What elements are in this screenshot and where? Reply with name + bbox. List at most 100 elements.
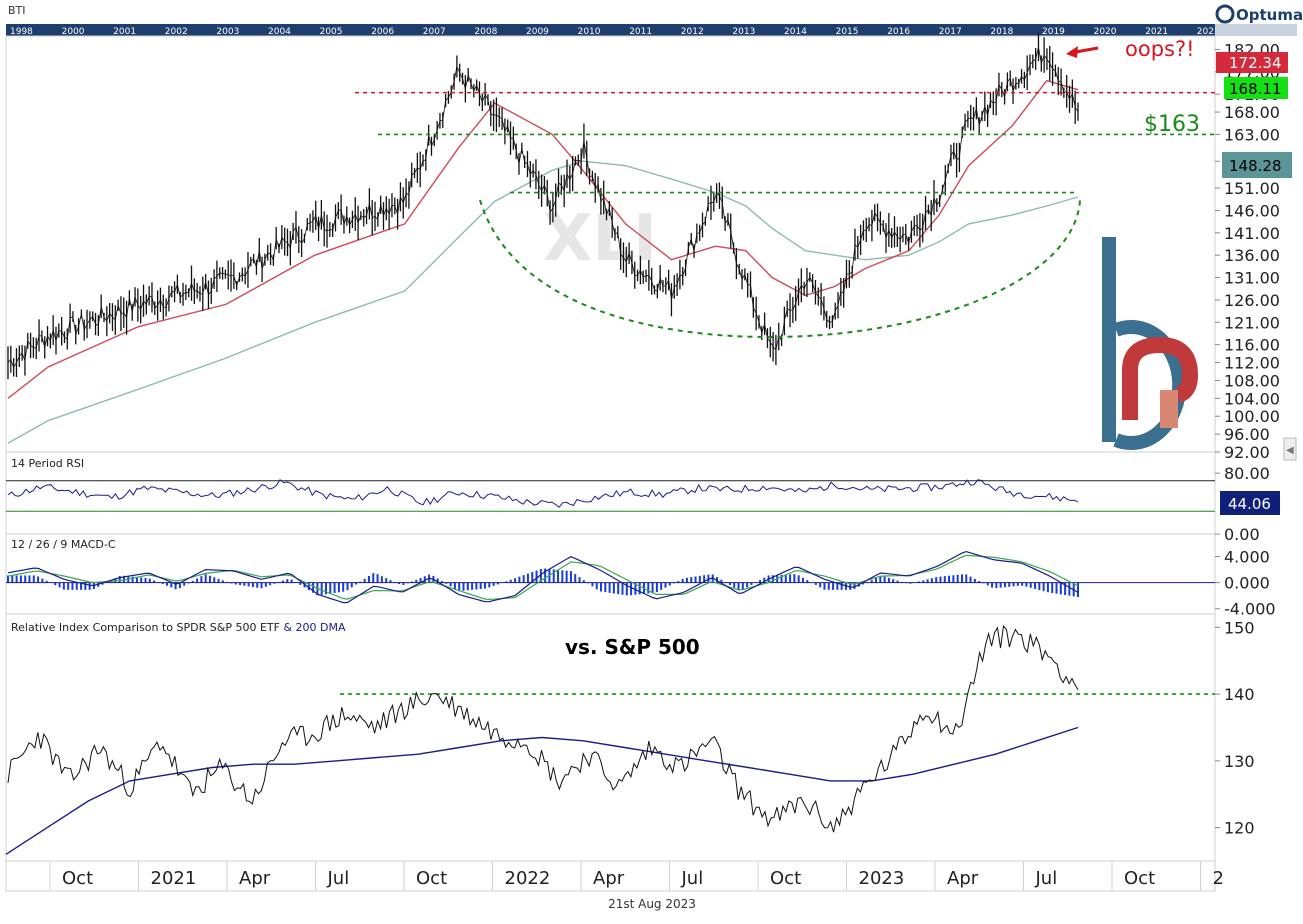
x-tick-label: Jul	[327, 868, 350, 889]
x-tick-label: 2	[1213, 868, 1224, 889]
panel-scroll-handle[interactable]	[1283, 437, 1297, 461]
relative-tick-label: 150	[1224, 618, 1255, 637]
timeline-year[interactable]: 2001	[113, 27, 136, 37]
cup-base-curve	[479, 199, 1081, 339]
rsi-tick-label: 0.00	[1224, 525, 1260, 544]
price-tick-label: 100.00	[1224, 407, 1280, 426]
optuma-logo: Optuma	[1215, 4, 1303, 24]
logo-red-mark	[1122, 336, 1199, 420]
macd-tick-label: 4.000	[1224, 548, 1270, 567]
price-tick-label: 112.00	[1224, 354, 1280, 373]
x-axis-frame	[5, 860, 1216, 892]
price-badge-teal	[1222, 152, 1292, 178]
rsi-panel-frame	[5, 451, 1216, 535]
relative-tick-label: 140	[1224, 685, 1255, 704]
timeline-year[interactable]: 2002	[165, 27, 188, 37]
timeline-year[interactable]: 2003	[216, 27, 239, 37]
macd-tick-label: -4.000	[1224, 600, 1276, 619]
relative-tick-label: 120	[1224, 819, 1255, 838]
timeline-year[interactable]: 2008	[474, 27, 497, 37]
price-y-axis: 182.00177.00172.00168.00163.00157.00151.…	[1215, 40, 1280, 462]
timeline-year[interactable]: 2005	[320, 27, 343, 37]
timeline-year[interactable]: 2012	[681, 27, 704, 37]
timeline-year[interactable]: 2015	[836, 27, 859, 37]
price-tick-label: 108.00	[1224, 371, 1280, 390]
macd-y-axis: 4.000 0.000 -4.000	[1215, 548, 1276, 619]
x-axis: Oct 2021 Apr Jul Oct 2022 Apr Jul Oct 2023 Apr Jul O…	[49, 861, 1224, 891]
logo-salmon-mark	[1160, 390, 1178, 428]
timeline-year[interactable]: 2013	[732, 27, 755, 37]
timeline-year[interactable]: 2018	[990, 27, 1013, 37]
price-line	[7, 47, 1079, 369]
x-tick-label: Oct	[1124, 868, 1155, 889]
macd-tick-label: 0.000	[1224, 574, 1270, 593]
symbol-label: BTI	[8, 4, 26, 17]
x-tick-label: Apr	[239, 868, 271, 889]
watermark-text: XLI	[543, 202, 657, 276]
rsi-lines	[7, 478, 1079, 508]
timeline-year[interactable]: 2019	[1042, 27, 1065, 37]
panel-frames	[5, 35, 1216, 892]
x-tick-label: Oct	[770, 868, 801, 889]
rsi-title: 14 Period RSI	[11, 457, 84, 470]
x-tick-label: 2023	[859, 868, 905, 889]
price-tick-label: 163.00	[1224, 125, 1280, 144]
price-tick-label: 136.00	[1224, 246, 1280, 265]
ma_long-line	[7, 160, 1079, 444]
relative-y-axis: 150 140 130 120	[1215, 618, 1255, 838]
price-tick-label: 104.00	[1224, 389, 1280, 408]
x-tick-label: Apr	[947, 868, 979, 889]
timeline-year[interactable]: 2017	[939, 27, 962, 37]
relative-line	[7, 624, 1079, 833]
timeline-year[interactable]: 2000	[62, 27, 85, 37]
price-tick-label: 141.00	[1224, 224, 1280, 243]
publisher-logo	[1102, 237, 1199, 450]
price-badge-green	[1224, 77, 1288, 99]
logo-bowl	[1113, 320, 1187, 450]
timeline-year[interactable]: 2021	[1145, 27, 1168, 37]
timeline-year[interactable]: 1998	[10, 27, 33, 37]
x-tick-label: Oct	[416, 868, 447, 889]
optuma-icon	[1215, 4, 1235, 24]
x-tick-label: Jul	[681, 868, 704, 889]
macd-title: 12 / 26 / 9 MACD-C	[11, 538, 116, 551]
timeline-year[interactable]: 2020	[1094, 27, 1117, 37]
price-tick-label: 96.00	[1224, 425, 1270, 444]
oops-callout: oops?!	[1125, 37, 1195, 61]
support-label: $163	[1144, 112, 1200, 137]
relative-lines	[5, 624, 1079, 855]
price-tick-label: 146.00	[1224, 201, 1280, 220]
price-tick-label: 121.00	[1224, 313, 1280, 332]
rsi-value-text: 44.06	[1228, 495, 1271, 513]
macd-lines	[7, 550, 1079, 604]
timeline-year[interactable]: 2006	[371, 27, 394, 37]
price-badge-teal-text: 148.28	[1229, 157, 1282, 175]
x-tick-label: Jul	[1035, 868, 1058, 889]
rsi-line	[7, 478, 1079, 508]
relative-tick-label: 130	[1224, 752, 1255, 771]
timeline-year[interactable]: 2022	[1197, 27, 1220, 37]
timeline-year[interactable]: 2010	[578, 27, 601, 37]
timeline-year[interactable]: 2004	[268, 27, 291, 37]
x-tick-label: 2022	[505, 868, 551, 889]
macd-signal-line	[7, 554, 1079, 601]
price-tick-label: 151.00	[1224, 179, 1280, 198]
x-tick-label: Oct	[62, 868, 93, 889]
macd-panel: 12 / 26 / 9 MACD-C 4.000 0.000 -4.000	[6, 538, 1276, 619]
price-tick-label: 116.00	[1224, 336, 1280, 355]
price-tick-label: 131.00	[1224, 269, 1280, 288]
scroll-arrow-icon[interactable]: ◀	[1286, 445, 1294, 456]
timeline-year[interactable]: 2014	[784, 27, 807, 37]
rsi-tick-label: 80.00	[1224, 464, 1270, 483]
x-tick-label: Apr	[593, 868, 625, 889]
timeline-year[interactable]: 2009	[526, 27, 549, 37]
timeline-strip[interactable]	[6, 24, 1215, 36]
timeline-year[interactable]: 2007	[423, 27, 446, 37]
relative-subtitle: vs. S&P 500	[565, 635, 700, 659]
price-tick-label: 168.00	[1224, 103, 1280, 122]
timeline-year[interactable]: 2016	[887, 27, 910, 37]
arrow-icon	[1066, 46, 1078, 58]
footer-date: 21st Aug 2023	[608, 897, 696, 911]
timeline-year[interactable]: 2011	[629, 27, 652, 37]
